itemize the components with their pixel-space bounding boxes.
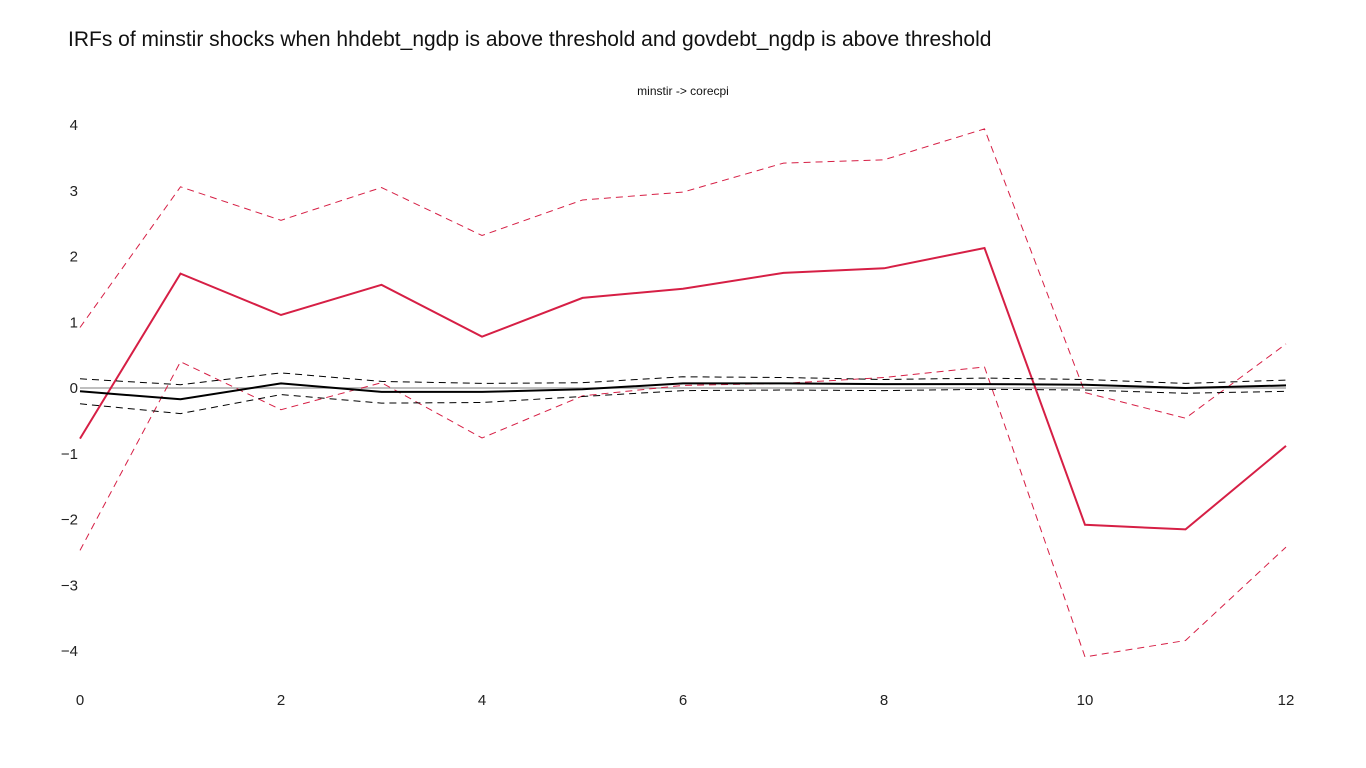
- x-tick-label: 12: [1278, 692, 1295, 709]
- y-tick-label: −4: [61, 643, 78, 660]
- series-line-1: [79, 128, 1287, 419]
- x-axis-ticks: 0 2 4 6 8 10 12: [76, 692, 1295, 709]
- y-tick-label: −1: [61, 446, 78, 463]
- y-tick-label: 1: [70, 314, 78, 331]
- series-line-5: [79, 388, 1287, 415]
- x-tick-label: 8: [880, 692, 888, 709]
- chart-subtitle: minstir -> corecpi: [637, 84, 729, 98]
- y-tick-label: 2: [70, 249, 78, 266]
- x-tick-label: 2: [277, 692, 285, 709]
- y-tick-label: 3: [70, 183, 78, 200]
- y-tick-label: 4: [70, 117, 78, 134]
- y-tick-label: 0: [70, 380, 78, 397]
- y-tick-label: −2: [61, 512, 78, 529]
- series-line-3: [79, 382, 1287, 401]
- series-line-2: [79, 361, 1287, 658]
- series-layer: [79, 128, 1287, 658]
- series-line-0: [79, 246, 1287, 531]
- x-tick-label: 4: [478, 692, 486, 709]
- y-axis-ticks: 4 3 2 1 0 −1 −2 −3 −4: [61, 117, 78, 660]
- x-tick-label: 10: [1077, 692, 1094, 709]
- chart-title: IRFs of minstir shocks when hhdebt_ngdp …: [68, 28, 992, 51]
- series-line-4: [79, 372, 1287, 386]
- x-tick-label: 6: [679, 692, 687, 709]
- x-tick-label: 0: [76, 692, 84, 709]
- y-tick-label: −3: [61, 577, 78, 594]
